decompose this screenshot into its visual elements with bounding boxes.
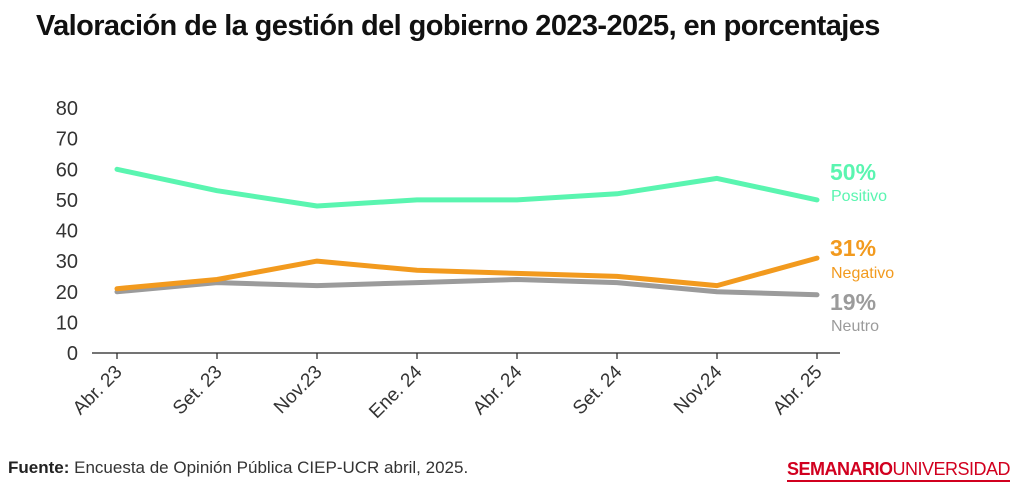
- x-tick-label: Abr. 23: [69, 362, 126, 419]
- x-tick-label: Ene. 24: [365, 361, 426, 422]
- end-name-neutro: Neutro: [831, 318, 879, 335]
- end-value-positivo: 50%: [830, 159, 876, 185]
- y-axis: 0 10 20 30 40 50 60 70 80: [56, 98, 78, 365]
- brand-logo: SEMANARIOUNIVERSIDAD: [786, 458, 1010, 482]
- x-tick-label: Set. 23: [169, 362, 226, 419]
- y-tick-label: 30: [56, 251, 78, 273]
- y-tick-label: 0: [67, 343, 78, 365]
- y-tick-label: 80: [56, 98, 78, 120]
- y-tick-label: 50: [56, 190, 78, 212]
- x-tick-label: Abr. 25: [769, 362, 826, 419]
- chart-title: Valoración de la gestión del gobierno 20…: [36, 10, 880, 42]
- series-line-negativo: [114, 255, 820, 292]
- y-tick-label: 40: [56, 221, 78, 243]
- series-group: [114, 166, 820, 298]
- series-line-neutro: [114, 277, 820, 298]
- end-name-positivo: Positivo: [831, 188, 887, 205]
- source-note: Fuente: Encuesta de Opinión Pública CIEP…: [8, 458, 468, 478]
- end-value-negativo: 31%: [830, 235, 876, 261]
- y-tick-label: 70: [56, 129, 78, 151]
- x-axis: Abr. 23 Set. 23 Nov.23 Ene. 24 Abr. 24 Set. 2…: [69, 352, 840, 423]
- series-line-positivo: [114, 166, 820, 209]
- y-tick-label: 20: [56, 282, 78, 304]
- end-name-negativo: Negativo: [831, 265, 894, 282]
- end-value-neutro: 19%: [830, 289, 876, 315]
- y-tick-label: 60: [56, 159, 78, 181]
- logo-part-universidad: UNIVERSIDAD: [892, 459, 1010, 479]
- end-labels: 50% Positivo 31% Negativo 19% Neutro: [830, 159, 894, 335]
- x-tick-label: Nov.24: [670, 361, 727, 418]
- source-text: Encuesta de Opinión Pública CIEP-UCR abr…: [74, 458, 469, 477]
- x-tick-label: Set. 24: [569, 361, 627, 419]
- x-tick-label: Nov.23: [270, 362, 326, 418]
- logo-part-semanario: SEMANARIO: [786, 459, 893, 479]
- source-label: Fuente:: [8, 458, 70, 477]
- x-tick-label: Abr. 24: [469, 361, 527, 419]
- y-tick-label: 10: [56, 312, 78, 334]
